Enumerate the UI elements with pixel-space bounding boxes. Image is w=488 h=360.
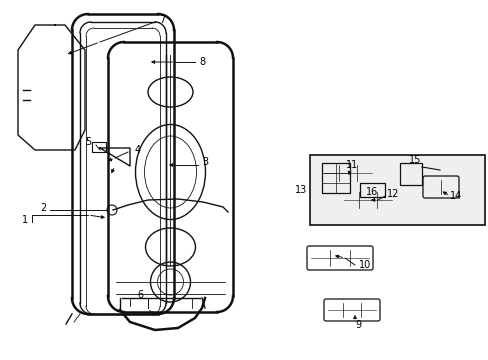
Bar xyxy=(309,155,484,225)
Text: 16: 16 xyxy=(365,187,377,197)
Text: 5: 5 xyxy=(85,137,91,147)
Text: 9: 9 xyxy=(354,320,360,330)
Text: 10: 10 xyxy=(358,260,370,270)
Text: 4: 4 xyxy=(135,145,141,155)
Text: 14: 14 xyxy=(449,191,461,201)
Text: 6: 6 xyxy=(137,290,143,300)
Bar xyxy=(92,142,106,152)
Text: 11: 11 xyxy=(345,160,357,170)
Text: 2: 2 xyxy=(40,203,46,213)
Text: 3: 3 xyxy=(202,157,207,167)
Bar xyxy=(321,163,349,193)
Text: 8: 8 xyxy=(199,57,204,67)
Bar xyxy=(399,163,421,185)
Text: 15: 15 xyxy=(408,155,420,165)
Bar xyxy=(359,183,384,197)
Text: 12: 12 xyxy=(386,189,398,199)
Text: 7: 7 xyxy=(159,15,165,25)
Text: 13: 13 xyxy=(294,185,306,195)
Text: 1: 1 xyxy=(22,215,28,225)
